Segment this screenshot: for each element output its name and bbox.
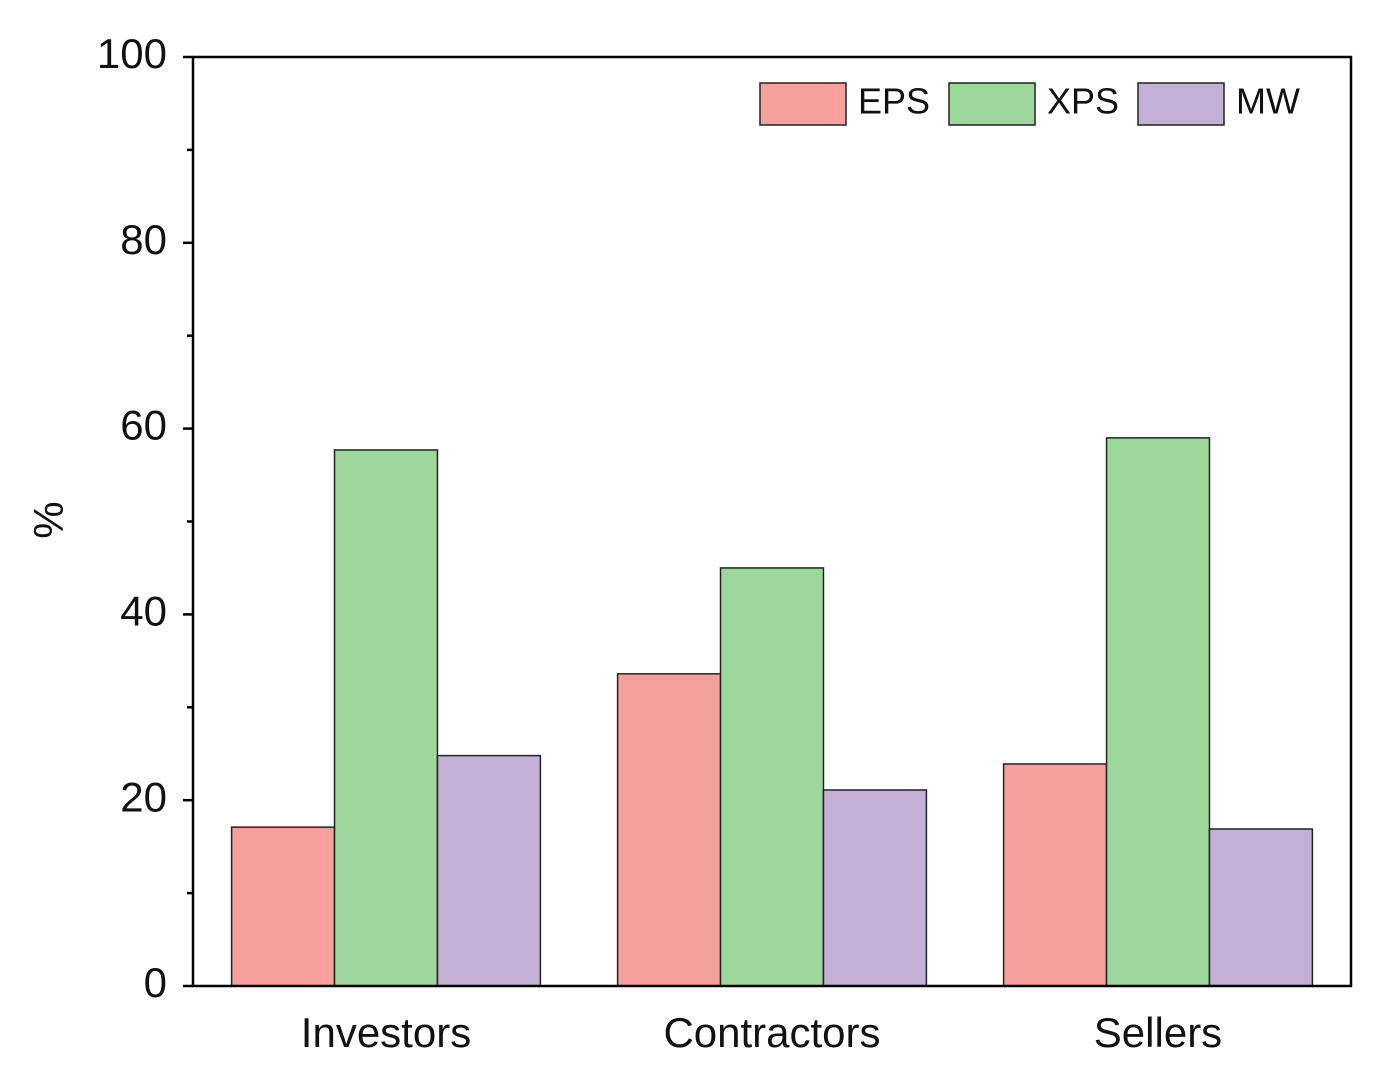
- bar: [1105, 437, 1211, 987]
- y-axis-label: %: [25, 501, 72, 538]
- bar: [719, 567, 825, 987]
- bar: [333, 449, 439, 987]
- x-tick-label: Contractors: [663, 1009, 880, 1056]
- legend-label: XPS: [1047, 81, 1119, 122]
- y-tick-label: 80: [120, 216, 167, 263]
- y-tick-label: 0: [144, 959, 167, 1006]
- bar: [436, 754, 542, 987]
- legend-swatch: [948, 82, 1036, 126]
- legend-swatch: [759, 82, 847, 126]
- y-tick-label: 60: [120, 402, 167, 449]
- legend-label: MW: [1236, 81, 1300, 122]
- y-tick-label: 20: [120, 773, 167, 820]
- x-tick-label: Sellers: [1094, 1009, 1222, 1056]
- y-tick-label: 100: [97, 30, 167, 77]
- plot-frame: [191, 55, 1353, 988]
- bar: [822, 789, 928, 987]
- legend-swatch: [1137, 82, 1225, 126]
- x-tick-label: Investors: [301, 1009, 471, 1056]
- bar: [1002, 763, 1108, 987]
- bar: [616, 673, 722, 987]
- legend-label: EPS: [858, 81, 930, 122]
- bar: [230, 826, 336, 987]
- y-tick-label: 40: [120, 587, 167, 634]
- bar: [1208, 828, 1314, 987]
